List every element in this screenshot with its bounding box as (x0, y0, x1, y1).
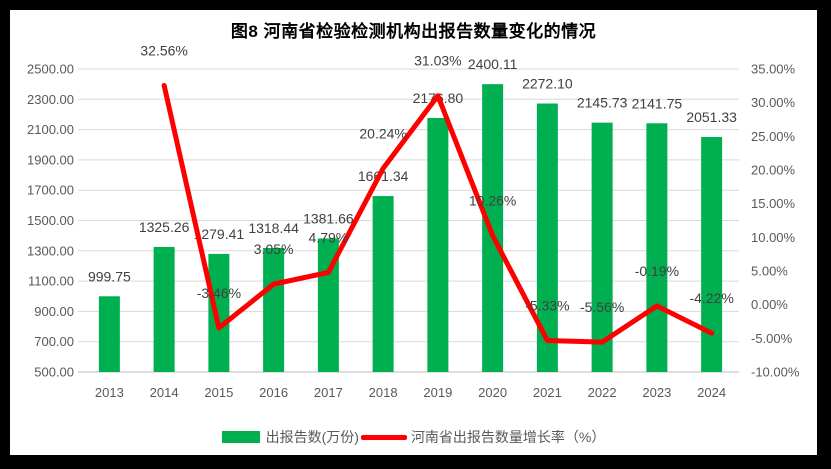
bar-data-label: 999.75 (88, 268, 131, 284)
chart-title: 图8 河南省检验检测机构出报告数量变化的情况 (230, 22, 597, 41)
y-axis-right-tick-label: 15.00% (751, 196, 796, 211)
x-axis-category-label: 2023 (642, 385, 671, 400)
legend-item-bar-series: 出报告数(万份) (221, 427, 359, 447)
bar-data-label: 1279.41 (194, 226, 245, 242)
line-data-label: 4.79% (309, 229, 349, 245)
growth-rate-line (161, 82, 715, 345)
bar-data-label: 1318.44 (248, 220, 299, 236)
y-axis-left-tick-label: 1500.00 (27, 213, 74, 228)
y-axis-right-tick-label: 30.00% (751, 95, 796, 110)
x-axis-category-label: 2019 (423, 385, 452, 400)
y-axis-right-tick-label: -5.00% (751, 331, 793, 346)
line-data-label: 20.24% (359, 125, 406, 141)
y-axis-left-tick-label: 2500.00 (27, 62, 74, 77)
bar-2023 (646, 123, 668, 372)
x-axis-category-label: 2022 (588, 385, 617, 400)
x-axis-category-label: 2014 (150, 385, 179, 400)
y-axis-left-tick-label: 1900.00 (27, 152, 74, 167)
bar-data-label: 1325.26 (139, 219, 190, 235)
bar-2019 (427, 117, 449, 372)
y-axis-left-tick-label: 1700.00 (27, 183, 74, 198)
y-axis-left-tick-label: 1100.00 (28, 274, 74, 289)
bar-2015 (208, 253, 230, 372)
bar-2024 (701, 136, 723, 372)
line-series-swatch-icon (360, 434, 407, 440)
bar-2020 (482, 84, 504, 372)
bar-data-label: 2400.11 (468, 56, 518, 72)
y-axis-right-tick-label: 20.00% (751, 163, 796, 178)
y-axis-left-tick-label: 2100.00 (27, 122, 74, 137)
line-data-label: -5.33% (525, 298, 569, 314)
line-data-label: 31.03% (414, 53, 461, 69)
line-data-label: 3.05% (254, 241, 294, 257)
line-data-label: -5.56% (580, 299, 624, 315)
x-axis-category-label: 2020 (478, 385, 507, 400)
bar-data-label: 1661.34 (358, 168, 409, 184)
line-data-label: 32.56% (140, 42, 187, 58)
x-axis-category-label: 2016 (259, 385, 288, 400)
chart-plot-area: 2500.00 2300.00 2100.00 1900.00 1700.00 1500.… (27, 42, 800, 400)
legend-item-line-series: 河南省出报告数量增长率（%） (359, 427, 605, 447)
y-axis-right-tick-label: 0.00% (751, 297, 788, 312)
y-axis-left-tick-label: 700.00 (34, 334, 74, 349)
x-axis-category-label: 2024 (697, 385, 726, 400)
y-axis-right-tick-label: 10.00% (751, 230, 796, 245)
x-axis-category-label: 2017 (314, 385, 343, 400)
y-axis-right-tick-label: 35.00% (751, 62, 796, 77)
y-axis-left-tick-label: 1300.00 (27, 243, 74, 258)
bar-data-label: 2141.75 (632, 95, 683, 111)
bar-data-label: 2051.33 (686, 109, 737, 125)
line-data-label: -4.22% (689, 290, 733, 306)
bar-2013 (98, 296, 120, 372)
legend-bar-series-label: 出报告数(万份) (265, 429, 359, 445)
legend-line-series-label: 河南省出报告数量增长率（%） (410, 429, 606, 445)
y-axis-left-tick-label: 900.00 (34, 304, 74, 319)
bar-2014 (153, 246, 175, 372)
bar-2021 (536, 103, 558, 372)
bar-2018 (372, 196, 394, 372)
line-data-label: -0.19% (635, 263, 679, 279)
chart-legend: 出报告数(万份) 河南省出报告数量增长率（%） (10, 427, 817, 447)
x-axis-category-label: 2013 (95, 385, 124, 400)
y-axis-right-tick-label: 5.00% (751, 264, 788, 279)
y-axis-right-tick-label: 25.00% (751, 129, 796, 144)
bar-2022 (591, 122, 613, 372)
bar-data-label: 1381.66 (303, 210, 354, 226)
bar-data-label: 2272.10 (522, 76, 573, 92)
line-data-label: 10.26% (469, 193, 516, 209)
x-axis-category-label: 2021 (533, 385, 562, 400)
chart-canvas: 图8 河南省检验检测机构出报告数量变化的情况 2500.00 2300.00 210… (10, 10, 817, 455)
x-axis-category-label: 2018 (369, 385, 398, 400)
y-axis-left-tick-label: 2300.00 (27, 92, 74, 107)
bar-series-swatch-icon (221, 431, 260, 443)
bar-2016 (263, 248, 285, 372)
y-axis-right-tick-label: -10.00% (751, 365, 800, 380)
line-data-label: -3.46% (197, 285, 241, 301)
bar-data-label: 2145.73 (577, 95, 628, 111)
y-axis-left-tick-label: 500.00 (34, 365, 74, 380)
x-axis-category-label: 2015 (204, 385, 233, 400)
